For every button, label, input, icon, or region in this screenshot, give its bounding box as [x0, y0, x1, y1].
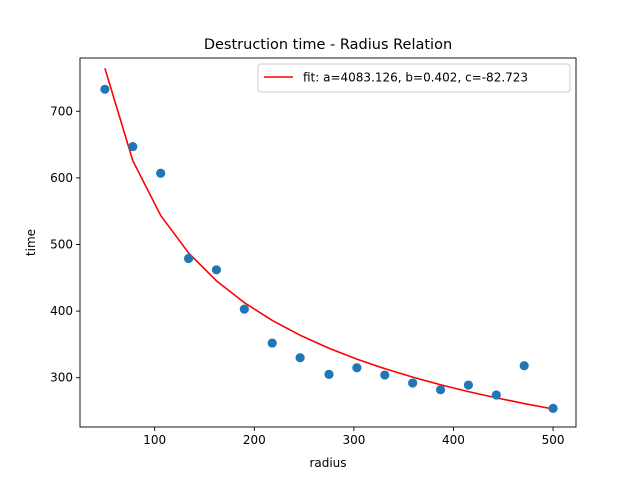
chart-title: Destruction time - Radius Relation: [204, 37, 452, 53]
data-point: [267, 338, 277, 348]
x-tick-label: 300: [342, 433, 365, 447]
data-point: [519, 361, 529, 371]
data-point: [211, 265, 222, 275]
legend-fit-label: fit: a=4083.126, b=0.402, c=-82.723: [303, 71, 528, 85]
x-axis-label: radius: [309, 456, 346, 470]
y-tick-label: 600: [50, 171, 73, 185]
data-point: [491, 390, 501, 400]
x-tick-label: 100: [143, 433, 166, 447]
data-point: [239, 304, 249, 314]
points-layer: [100, 84, 558, 413]
data-point: [380, 370, 390, 380]
fit-curve-line: [104, 68, 554, 410]
data-point: [295, 353, 305, 363]
x-tick-label: 200: [243, 433, 266, 447]
data-point: [463, 380, 474, 390]
x-tick-label: 400: [442, 433, 465, 447]
axes-frame: [79, 57, 577, 428]
data-point: [352, 363, 362, 373]
legend-box: [257, 63, 571, 93]
y-tick-label: 500: [50, 237, 73, 251]
y-tick-label: 400: [50, 304, 73, 318]
y-tick-label: 300: [50, 371, 73, 385]
data-point: [435, 385, 446, 395]
y-tick-label: 700: [50, 104, 73, 118]
y-axis-label: time: [24, 229, 38, 256]
data-point: [548, 403, 558, 413]
data-point: [183, 253, 194, 264]
data-point: [156, 168, 166, 178]
data-point: [408, 378, 418, 388]
plot-area: [100, 68, 558, 413]
x-axis-ticks: 100 200 300 400 500: [143, 427, 565, 447]
legend: fit: a=4083.126, b=0.402, c=-82.723: [257, 63, 571, 93]
data-point: [324, 369, 334, 379]
data-point: [100, 84, 110, 94]
data-point: [128, 141, 138, 152]
y-axis-ticks: 300 400 500 600 700: [50, 104, 80, 385]
x-tick-label: 500: [542, 433, 565, 447]
fit-layer: [104, 68, 554, 410]
